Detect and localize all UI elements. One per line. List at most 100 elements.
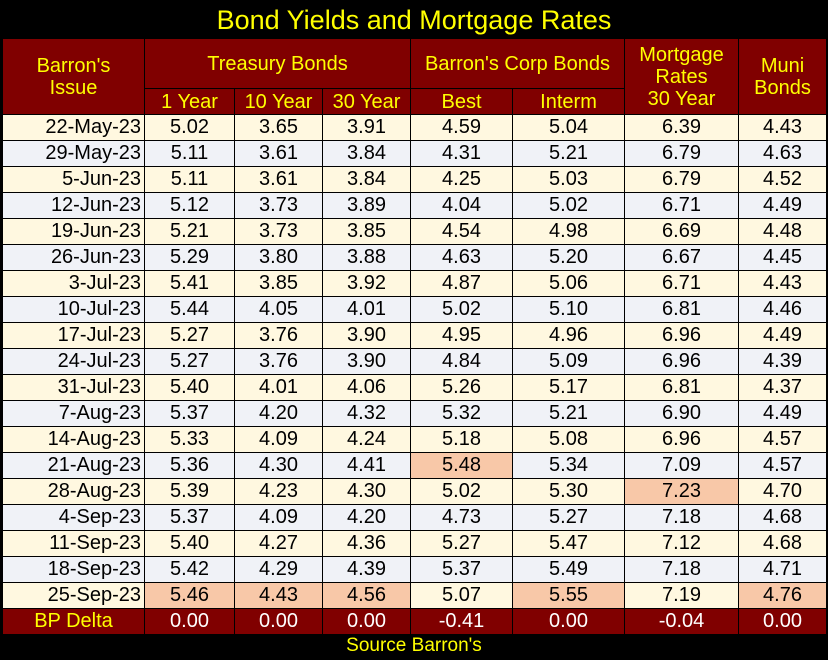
value-cell: 5.04 [512,114,626,141]
value-cell: 4.96 [512,322,626,349]
issue-date-cell: 26-Jun-23 [2,244,145,271]
value-cell: 4.01 [234,374,323,401]
value-cell: 4.20 [321,504,412,531]
value-cell: 5.27 [144,322,235,349]
value-cell: 3.84 [321,140,412,167]
header-corp-bonds: Barron's Corp Bonds [410,38,626,89]
value-cell: 5.47 [512,530,626,557]
value-cell: 4.57 [738,452,828,479]
value-cell: 4.52 [738,166,828,193]
value-cell: 5.02 [410,296,514,323]
table-body: 22-May-23 5.02 3.65 3.91 4.59 5.04 6.39 4.43 29-… [2,114,828,635]
value-cell: 4.59 [410,114,514,141]
value-cell: 3.84 [321,166,412,193]
value-cell: 5.33 [144,426,235,453]
value-cell: 5.08 [512,426,626,453]
value-cell: 5.32 [410,400,514,427]
issue-date-cell: 7-Aug-23 [2,400,145,427]
value-cell: 4.49 [738,322,828,349]
value-cell: 5.29 [144,244,235,271]
value-cell: 5.30 [512,478,626,505]
header-treasury-bonds: Treasury Bonds [143,38,412,89]
value-cell: 3.80 [234,244,323,271]
value-cell: 5.36 [144,452,235,479]
value-cell: 5.06 [512,270,626,297]
table-row: 21-Aug-23 5.36 4.30 4.41 5.48 5.34 7.09 4.57 [2,452,828,479]
value-cell: 4.09 [234,504,323,531]
value-cell: 5.26 [410,374,514,401]
value-cell: 4.39 [738,348,828,375]
subheader-10-year: 10 Year [234,88,323,115]
value-cell: 6.39 [624,114,740,141]
value-cell: 5.27 [144,348,235,375]
table-row: 18-Sep-23 5.42 4.29 4.39 5.37 5.49 7.18 4.71 [2,556,828,583]
value-cell: 6.79 [624,166,740,193]
table-row: 7-Aug-23 5.37 4.20 4.32 5.32 5.21 6.90 4.49 [2,400,828,427]
issue-date-cell: 10-Jul-23 [2,296,145,323]
value-cell: 5.40 [144,374,235,401]
value-cell: 4.24 [321,426,412,453]
bp-delta-label: BP Delta [2,608,145,635]
value-cell: 5.18 [410,426,514,453]
value-cell: 5.27 [410,530,514,557]
table-row: 10-Jul-23 5.44 4.05 4.01 5.02 5.10 6.81 4.46 [2,296,828,323]
value-cell: 7.18 [624,504,740,531]
value-cell: 5.48 [410,452,514,479]
value-cell: 5.07 [410,582,514,609]
value-cell: 3.85 [321,218,412,245]
value-cell: 3.85 [234,270,323,297]
value-cell: 4.01 [321,296,412,323]
value-cell: 5.42 [144,556,235,583]
table-row: 26-Jun-23 5.29 3.80 3.88 4.63 5.20 6.67 4.45 [2,244,828,271]
value-cell: 6.90 [624,400,740,427]
value-cell: 4.54 [410,218,514,245]
value-cell: 4.32 [321,400,412,427]
value-cell: 5.10 [512,296,626,323]
delta-value-cell: 0.00 [738,608,828,635]
value-cell: 4.49 [738,400,828,427]
value-cell: 4.31 [410,140,514,167]
value-cell: 4.36 [321,530,412,557]
value-cell: 3.73 [234,192,323,219]
source-note: Source Barron's [346,635,482,656]
issue-date-cell: 19-Jun-23 [2,218,145,245]
value-cell: 5.03 [512,166,626,193]
value-cell: 3.92 [321,270,412,297]
table-row: 22-May-23 5.02 3.65 3.91 4.59 5.04 6.39 4.43 [2,114,828,141]
issue-date-cell: 24-Jul-23 [2,348,145,375]
value-cell: 5.27 [512,504,626,531]
value-cell: 4.56 [321,582,412,609]
issue-date-cell: 11-Sep-23 [2,530,145,557]
issue-date-cell: 21-Aug-23 [2,452,145,479]
value-cell: 4.43 [234,582,323,609]
table-row: 14-Aug-23 5.33 4.09 4.24 5.18 5.08 6.96 4.57 [2,426,828,453]
table-row: 24-Jul-23 5.27 3.76 3.90 4.84 5.09 6.96 4.39 [2,348,828,375]
value-cell: 4.98 [512,218,626,245]
issue-date-cell: 4-Sep-23 [2,504,145,531]
subheader-1-year: 1 Year [144,88,235,115]
value-cell: 4.63 [738,140,828,167]
value-cell: 5.17 [512,374,626,401]
issue-date-cell: 29-May-23 [2,140,145,167]
issue-date-cell: 28-Aug-23 [2,478,145,505]
value-cell: 5.11 [144,140,235,167]
value-cell: 5.39 [144,478,235,505]
table-row: 31-Jul-23 5.40 4.01 4.06 5.26 5.17 6.81 4.37 [2,374,828,401]
value-cell: 4.06 [321,374,412,401]
table-row: 4-Sep-23 5.37 4.09 4.20 4.73 5.27 7.18 4.68 [2,504,828,531]
value-cell: 3.90 [321,348,412,375]
delta-value-cell: -0.41 [410,608,514,635]
value-cell: 4.63 [410,244,514,271]
bp-delta-row: BP Delta 0.00 0.00 0.00 -0.41 0.00 -0.04 0.00 [2,608,828,635]
value-cell: 5.37 [410,556,514,583]
subheader-interm: Interm [512,88,626,115]
value-cell: 6.96 [624,348,740,375]
value-cell: 6.81 [624,374,740,401]
issue-date-cell: 3-Jul-23 [2,270,145,297]
value-cell: 4.30 [321,478,412,505]
subheader-30-year: 30 Year [321,88,412,115]
value-cell: 4.43 [738,270,828,297]
delta-value-cell: 0.00 [144,608,235,635]
value-cell: 7.23 [624,478,740,505]
table-row: 29-May-23 5.11 3.61 3.84 4.31 5.21 6.79 4.63 [2,140,828,167]
